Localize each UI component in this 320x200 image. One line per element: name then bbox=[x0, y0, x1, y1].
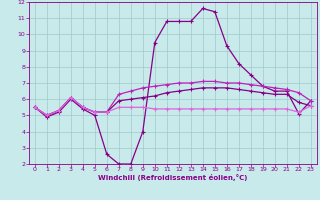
X-axis label: Windchill (Refroidissement éolien,°C): Windchill (Refroidissement éolien,°C) bbox=[98, 174, 247, 181]
